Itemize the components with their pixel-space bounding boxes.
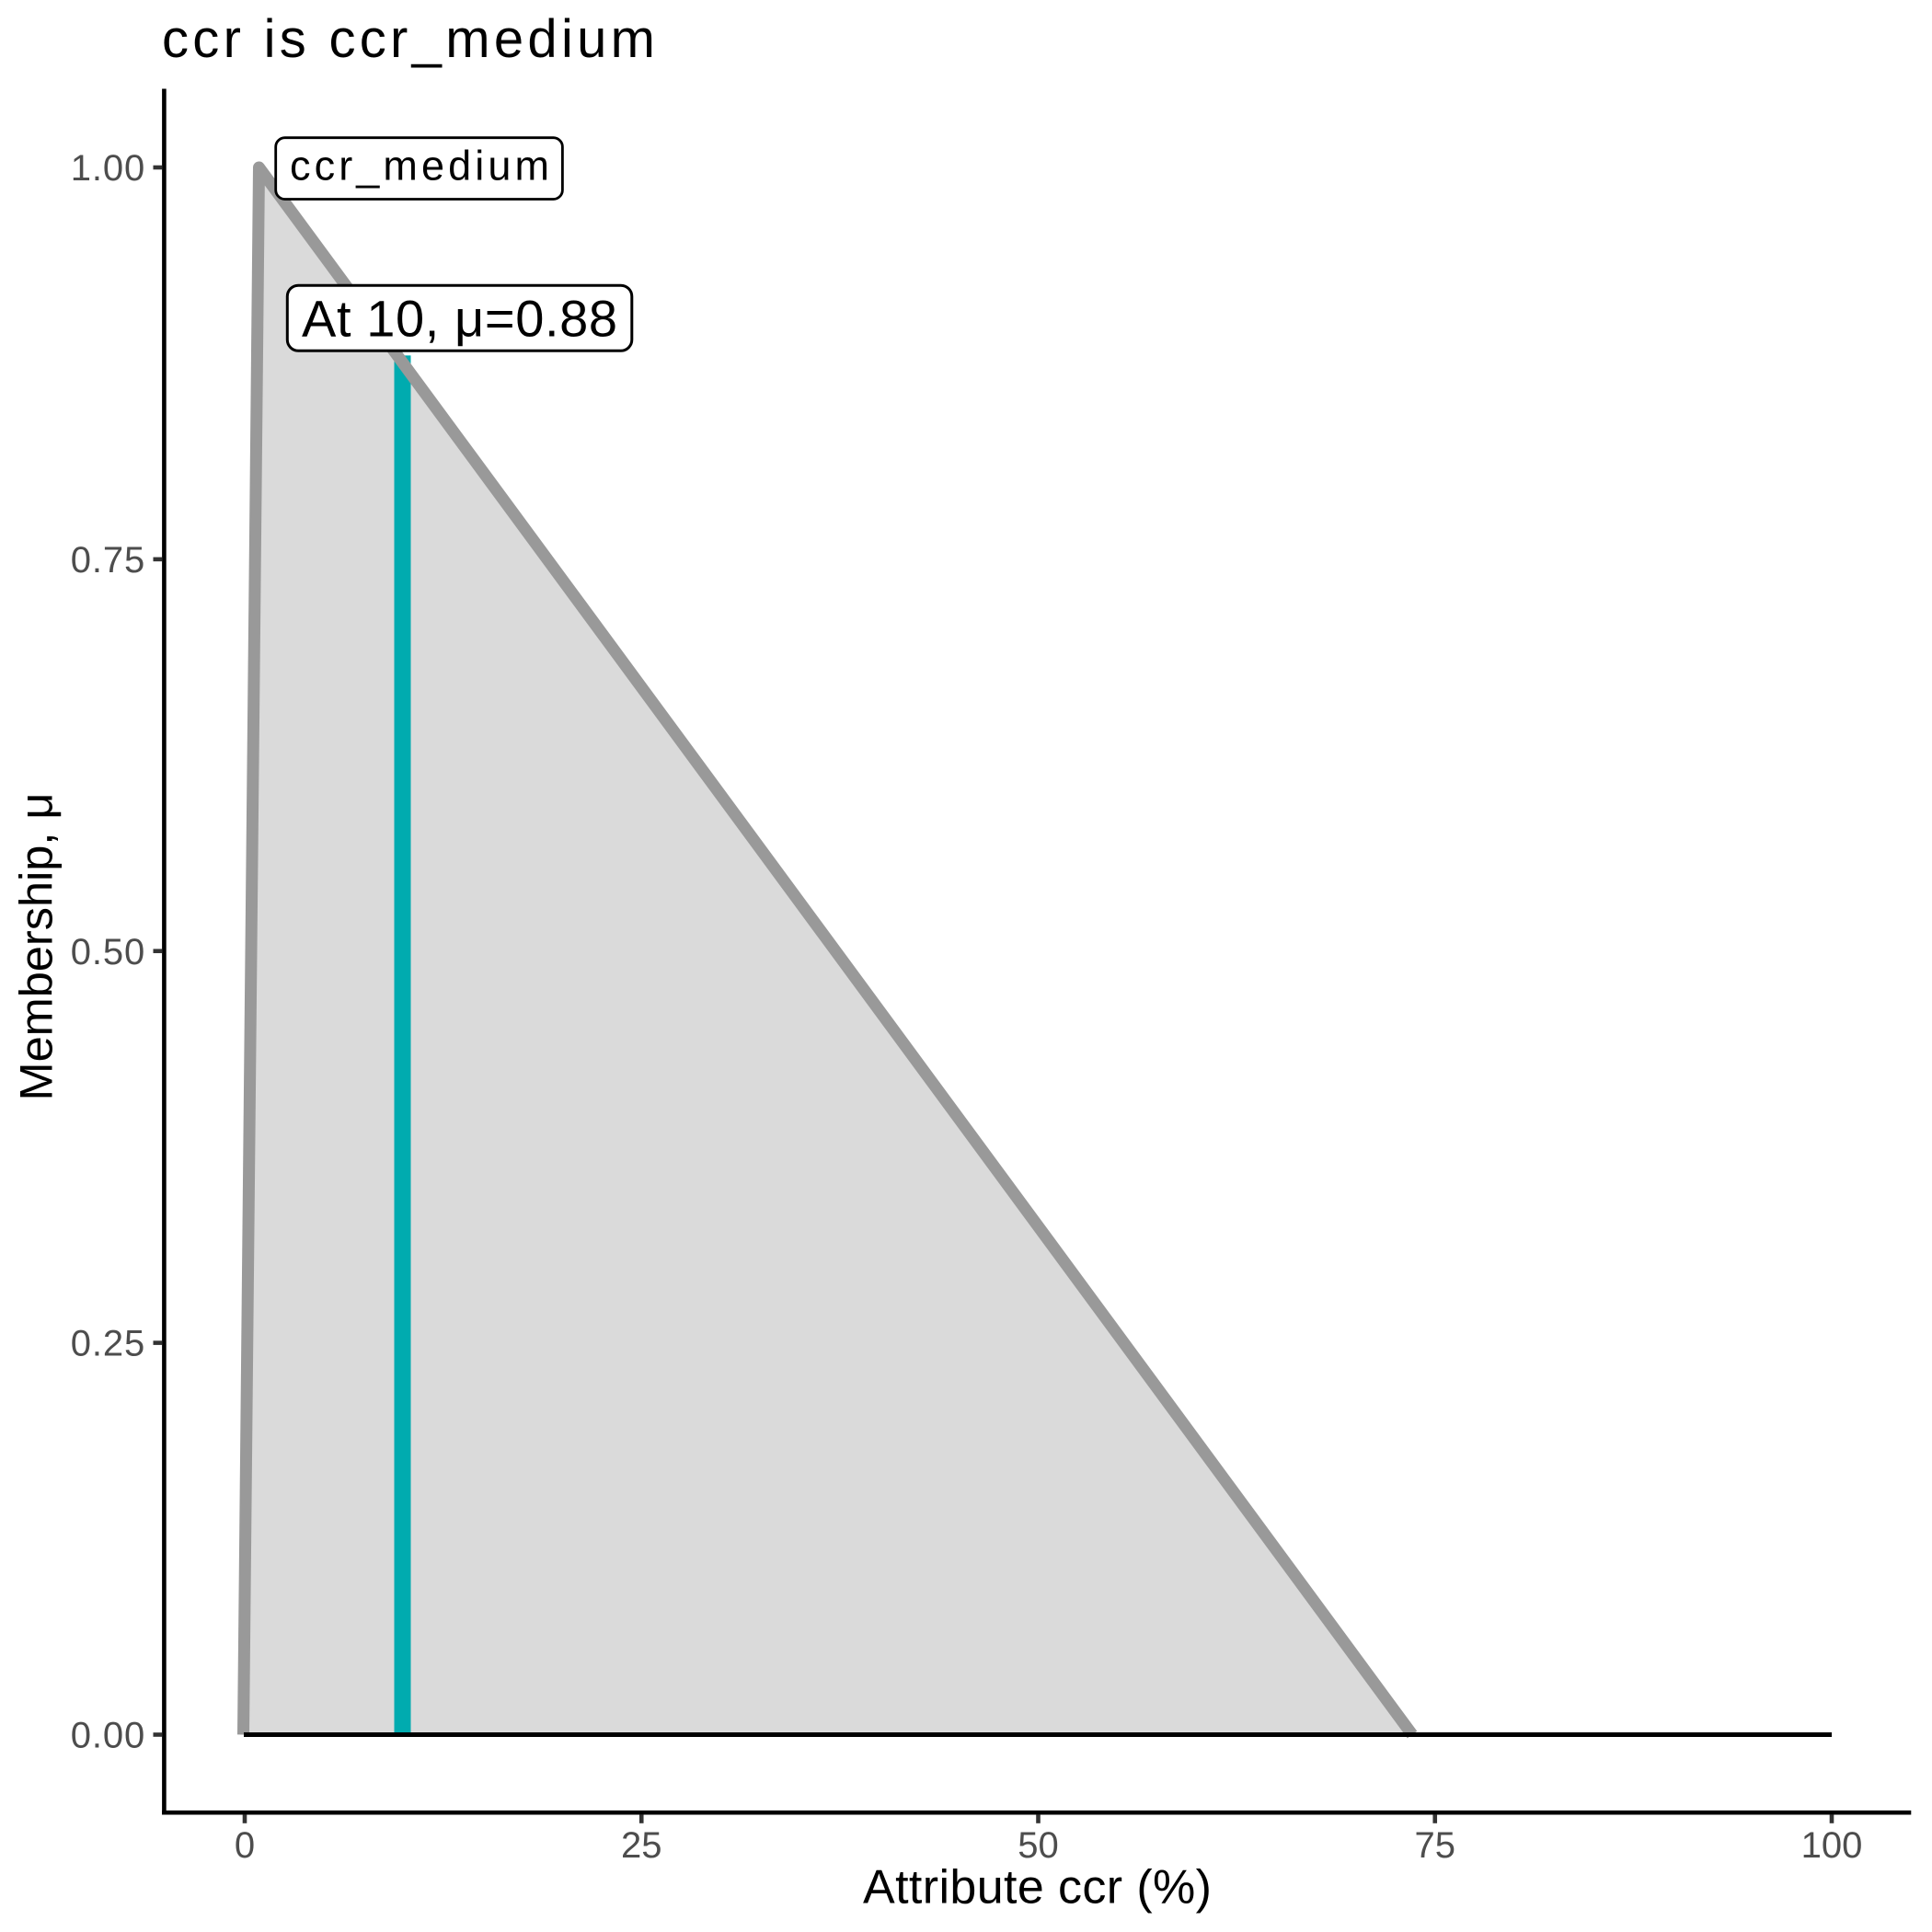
svg-text:1.00: 1.00 (71, 148, 145, 189)
svg-text:At 10, μ=0.88: At 10, μ=0.88 (302, 289, 617, 347)
svg-text:0.75: 0.75 (71, 540, 145, 581)
svg-text:Membership, μ: Membership, μ (10, 792, 63, 1100)
svg-text:75: 75 (1415, 1825, 1456, 1866)
svg-text:100: 100 (1801, 1825, 1863, 1866)
svg-text:0.00: 0.00 (71, 1716, 145, 1756)
svg-text:50: 50 (1018, 1825, 1059, 1866)
svg-text:0: 0 (235, 1825, 255, 1866)
svg-text:Attribute ccr (%): Attribute ccr (%) (863, 1861, 1212, 1915)
svg-text:0.50: 0.50 (71, 932, 145, 972)
svg-text:25: 25 (621, 1825, 662, 1866)
svg-text:0.25: 0.25 (71, 1324, 145, 1364)
